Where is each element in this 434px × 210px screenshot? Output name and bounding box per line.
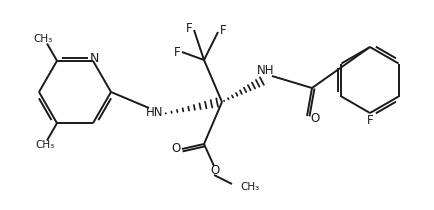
Text: HN: HN [146,105,164,118]
Text: CH₃: CH₃ [240,182,259,192]
Text: F: F [367,114,373,127]
Text: O: O [310,113,319,126]
Text: F: F [186,21,192,34]
Text: O: O [171,143,181,155]
Text: N: N [89,52,99,65]
Text: CH₃: CH₃ [36,140,55,151]
Text: O: O [210,164,220,177]
Text: CH₃: CH₃ [33,34,53,43]
Text: F: F [220,24,226,37]
Text: F: F [174,46,180,59]
Text: NH: NH [257,64,275,77]
